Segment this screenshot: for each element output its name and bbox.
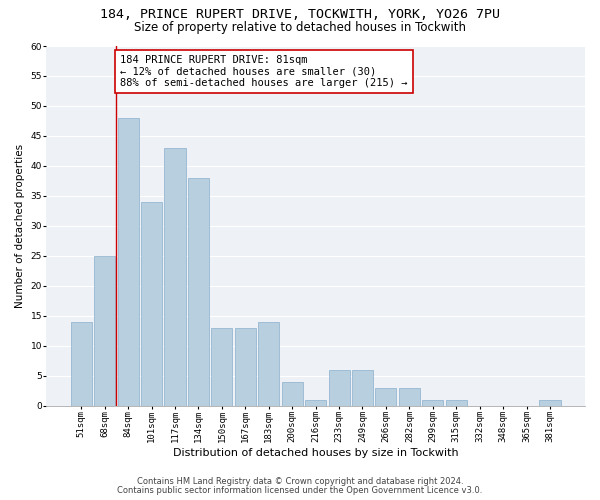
Bar: [164, 148, 185, 406]
Bar: [94, 256, 115, 406]
Y-axis label: Number of detached properties: Number of detached properties: [15, 144, 25, 308]
Bar: [141, 202, 162, 406]
Text: Contains HM Land Registry data © Crown copyright and database right 2024.: Contains HM Land Registry data © Crown c…: [137, 477, 463, 486]
Bar: [258, 322, 279, 406]
Bar: [188, 178, 209, 406]
Bar: [352, 370, 373, 406]
X-axis label: Distribution of detached houses by size in Tockwith: Distribution of detached houses by size …: [173, 448, 458, 458]
Text: 184, PRINCE RUPERT DRIVE, TOCKWITH, YORK, YO26 7PU: 184, PRINCE RUPERT DRIVE, TOCKWITH, YORK…: [100, 8, 500, 20]
Text: Contains public sector information licensed under the Open Government Licence v3: Contains public sector information licen…: [118, 486, 482, 495]
Bar: [376, 388, 397, 406]
Bar: [71, 322, 92, 406]
Bar: [446, 400, 467, 406]
Bar: [399, 388, 420, 406]
Bar: [118, 118, 139, 406]
Bar: [539, 400, 560, 406]
Bar: [329, 370, 350, 406]
Bar: [211, 328, 232, 406]
Bar: [305, 400, 326, 406]
Bar: [422, 400, 443, 406]
Bar: [235, 328, 256, 406]
Text: 184 PRINCE RUPERT DRIVE: 81sqm
← 12% of detached houses are smaller (30)
88% of : 184 PRINCE RUPERT DRIVE: 81sqm ← 12% of …: [120, 55, 407, 88]
Bar: [281, 382, 303, 406]
Text: Size of property relative to detached houses in Tockwith: Size of property relative to detached ho…: [134, 21, 466, 34]
